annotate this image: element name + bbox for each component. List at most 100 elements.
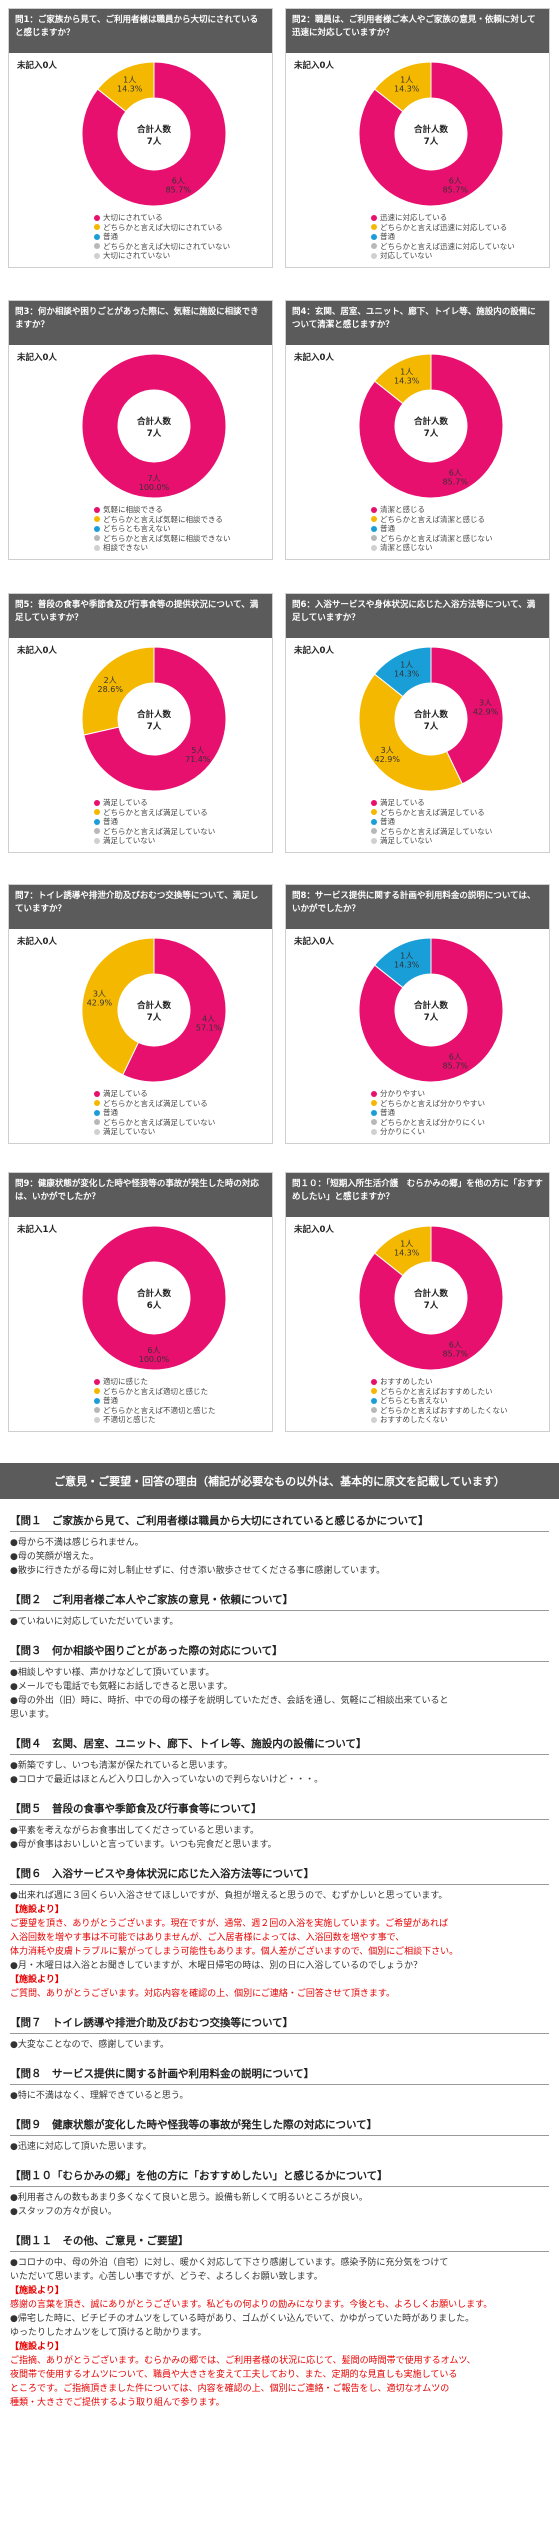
- chart-body: 未記入0人 4人 57.1% 3人 42.9% 合計人数 7人 満足している どちらかと言えば満…: [9, 929, 272, 1145]
- comment-section: 【問１０「むらかみの郷」を他の方に「おすすめしたい」と感じるかについて】 ●利用者…: [0, 2168, 559, 2219]
- legend-label: 気軽に相談できる: [103, 505, 163, 514]
- legend-label: 大切にされていない: [103, 251, 171, 260]
- legend-label: どちらかと言えば大切にされている: [103, 222, 223, 232]
- legend-label: 清潔と感じない: [380, 543, 433, 552]
- facility-reply-line: 種類・大きさでご提供するよう取り組んで参ります。: [10, 2398, 225, 2408]
- legend-color-swatch: [94, 837, 100, 844]
- legend-item: 清潔と感じない: [371, 543, 493, 553]
- legend-item: 迅速に対応している: [371, 213, 515, 223]
- legend-label: 満足していない: [103, 836, 156, 845]
- legend-item: 分かりやすい: [371, 1089, 485, 1099]
- chart-legend: 大切にされている どちらかと言えば大切にされている 普通 どちらかと言えば大切にされて…: [94, 213, 230, 261]
- comment-line: ●新築ですし、いつも清潔が保たれていると思います。: [10, 1761, 233, 1771]
- slice-count-label: 6人: [449, 468, 462, 477]
- legend-color-swatch: [371, 1378, 377, 1385]
- center-total-value: 7人: [147, 1012, 162, 1023]
- legend-color-swatch: [371, 809, 377, 816]
- chart-body: 未記入0人 3人 42.9% 3人 42.9% 1人 14.3% 合計人数 7人 満足している どち…: [286, 638, 549, 854]
- comment-line: いただいて思います。心苦しい事ですが、どうぞ、よろしくお願い致します。: [10, 2272, 323, 2282]
- legend-item: どちらかと言えば清潔と感じない: [371, 534, 493, 544]
- donut-slice: [83, 646, 227, 792]
- comment-line: ●出来れば週に３回くらい入浴させてほしいですが、負担が増えると思うので、むずかし…: [10, 1891, 448, 1901]
- facility-reply-line: ご指摘、ありがとうございます。むらかみの郷では、ご利用者様の状況に応じて、髪間の…: [10, 2356, 476, 2366]
- legend-item: 不適切と感じた: [94, 1415, 216, 1425]
- legend-color-swatch: [94, 799, 100, 806]
- center-total-value: 7人: [147, 428, 162, 439]
- comment-question-title: 【問６ 入浴サービスや身体状況に応じた入浴方法等について】: [10, 1866, 549, 1885]
- comment-line: ●相談しやすい様、声かけなどして頂いています。: [10, 1668, 215, 1678]
- unfilled-count: 未記入0人: [294, 937, 334, 947]
- legend-item: どちらかと言えばおすすめしたくない: [371, 1406, 508, 1416]
- unfilled-count: 未記入1人: [17, 1225, 57, 1235]
- legend-item: どちらかと言えば満足していない: [371, 827, 492, 837]
- legend-color-swatch: [94, 1128, 100, 1135]
- comment-section: 【問１１ その他、ご意見・ご要望】 ●コロナの中、母の外泊（自宅）に対し、暖かく対…: [0, 2233, 559, 2410]
- legend-color-swatch: [371, 525, 377, 532]
- slice-percent-label: 100.0%: [139, 1355, 170, 1364]
- donut-slice: [81, 61, 227, 207]
- legend-item: 満足している: [94, 798, 215, 808]
- legend-label: 普通: [103, 1108, 118, 1117]
- legend-label: どちらかと言えば気軽に相談できない: [103, 533, 231, 543]
- comment-section: 【問９ 健康状態が変化した時や怪我等の事故が発生した際の対応について】 ●迅速に対…: [0, 2117, 559, 2154]
- unfilled-count: 未記入0人: [17, 61, 57, 71]
- comment-line: ●平素を考えながらお食事出してくださっていると思います。: [10, 1826, 259, 1836]
- donut-slice: [81, 646, 155, 736]
- slice-count-label: 1人: [400, 952, 413, 961]
- center-total-value: 7人: [424, 136, 439, 147]
- comment-section: 【問４ 玄関、居室、ユニット、廊下、トイレ等、施設内の設備について】 ●新築ですし…: [0, 1736, 559, 1787]
- slice-percent-label: 42.9%: [473, 708, 499, 717]
- legend-label: 対応していない: [380, 251, 433, 260]
- legend-item: どちらかと言えば満足している: [94, 808, 215, 818]
- legend-item: 満足している: [94, 1089, 215, 1099]
- legend-label: 普通: [380, 1108, 395, 1117]
- slice-percent-label: 85.7%: [166, 185, 192, 194]
- legend-label: どちらかと言えば気軽に相談できる: [103, 514, 223, 524]
- center-total-label: 合計人数: [413, 1288, 449, 1299]
- legend-label: おすすめしたい: [380, 1377, 433, 1386]
- legend-label: 満足していない: [103, 1127, 156, 1136]
- slice-count-label: 1人: [400, 368, 413, 377]
- slice-count-label: 1人: [400, 76, 413, 85]
- donut-slice: [122, 937, 227, 1083]
- legend-label: 満足している: [103, 798, 148, 807]
- legend-label: 満足していない: [380, 836, 433, 845]
- slice-percent-label: 14.3%: [394, 377, 420, 386]
- chart-body: 未記入0人 6人 85.7% 1人 14.3% 合計人数 7人 大切にされている どちらかと言え…: [9, 53, 272, 269]
- comment-question-title: 【問１ ご家族から見て、ご利用者様は職員から大切にされていると感じるかについて】: [10, 1513, 549, 1532]
- comment-line: ●特に不満はなく、理解できていると思う。: [10, 2091, 189, 2101]
- chart-question-title: 問1：ご家族から見て、ご利用者様は職員から大切にされていると感じますか？: [9, 9, 272, 53]
- center-total-label: 合計人数: [136, 416, 172, 427]
- chart-card: 問4：玄関、居室、ユニット、廊下、トイレ等、施設内の設備について清潔と感じますか…: [285, 300, 550, 560]
- legend-color-swatch: [371, 506, 377, 513]
- slice-count-label: 1人: [123, 76, 136, 85]
- chart-body: 未記入0人 5人 71.4% 2人 28.6% 合計人数 7人 満足している どちらかと言えば満…: [9, 638, 272, 854]
- chart-question-title: 問１０：「短期入所生活介護 むらかみの郷」を他の方に「おすすめしたい」と感じます…: [286, 1173, 549, 1217]
- chart-card: 問5：普段の食事や季節食及び行事食等の提供状況について、満足していますか？ 未記入…: [8, 593, 273, 853]
- chart-question-title: 問5：普段の食事や季節食及び行事食等の提供状況について、満足していますか？: [9, 594, 272, 638]
- comment-line: ゆったりしたオムツをして頂けると助かります。: [10, 2328, 207, 2338]
- comment-section: 【問３ 何か相談や困りごとがあった際の対応について】 ●相談しやすい様、声かけなど…: [0, 1643, 559, 1722]
- legend-label: 普通: [103, 1396, 118, 1405]
- legend-label: 普通: [380, 524, 395, 533]
- comment-question-title: 【問７ トイレ誘導や排泄介助及びおむつ交換等について】: [10, 2015, 549, 2034]
- legend-color-swatch: [371, 1100, 377, 1107]
- facility-reply-line: ところです。ご指摘頂きました件については、内容を確認の上、個別にご連絡・ご報告を…: [10, 2384, 450, 2394]
- comment-section: 【問６ 入浴サービスや身体状況に応じた入浴方法等について】 ●出来れば週に３回くら…: [0, 1866, 559, 2001]
- chart-body: 未記入0人 6人 85.7% 1人 14.3% 合計人数 7人 分かりやすい どちらかと言えば分…: [286, 929, 549, 1145]
- legend-color-swatch: [94, 214, 100, 221]
- legend-label: どちらかと言えば大切にされていない: [103, 241, 231, 251]
- legend-color-swatch: [371, 1416, 377, 1423]
- slice-count-label: 1人: [400, 661, 413, 670]
- legend-color-swatch: [94, 1109, 100, 1116]
- legend-color-swatch: [371, 818, 377, 825]
- legend-item: 普通: [371, 524, 493, 534]
- legend-color-swatch: [94, 516, 100, 523]
- comment-line: ●母の笑顔が増えた。: [10, 1552, 99, 1562]
- chart-legend: 分かりやすい どちらかと言えば分かりやすい 普通 どちらかと言えば分かりにくい 分かりに…: [371, 1089, 485, 1137]
- slice-percent-label: 28.6%: [98, 685, 124, 694]
- center-total-label: 合計人数: [413, 709, 449, 720]
- chart-question-title: 問6：入浴サービスや身体状況に応じた入浴方法等について、満足していますか？: [286, 594, 549, 638]
